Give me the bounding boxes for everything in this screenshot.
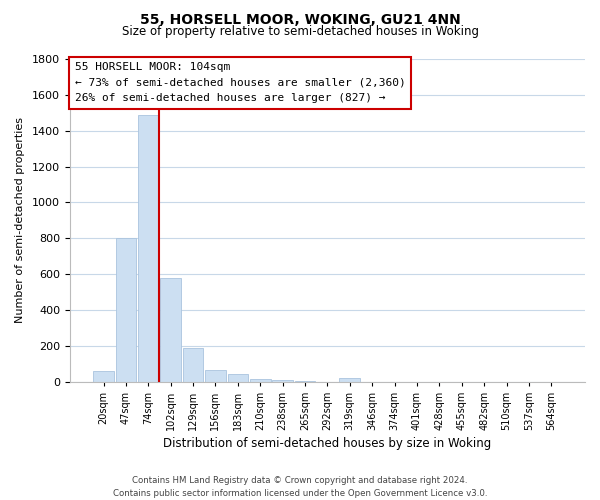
Bar bbox=[138, 114, 158, 382]
Bar bbox=[160, 278, 181, 382]
Text: 55, HORSELL MOOR, WOKING, GU21 4NN: 55, HORSELL MOOR, WOKING, GU21 4NN bbox=[140, 12, 460, 26]
Text: Contains HM Land Registry data © Crown copyright and database right 2024.
Contai: Contains HM Land Registry data © Crown c… bbox=[113, 476, 487, 498]
Bar bbox=[295, 381, 316, 382]
Bar bbox=[227, 374, 248, 382]
Text: 55 HORSELL MOOR: 104sqm
← 73% of semi-detached houses are smaller (2,360)
26% of: 55 HORSELL MOOR: 104sqm ← 73% of semi-de… bbox=[75, 62, 406, 104]
Bar bbox=[340, 378, 360, 382]
X-axis label: Distribution of semi-detached houses by size in Woking: Distribution of semi-detached houses by … bbox=[163, 437, 491, 450]
Bar bbox=[205, 370, 226, 382]
Bar bbox=[272, 380, 293, 382]
Bar bbox=[250, 379, 271, 382]
Y-axis label: Number of semi-detached properties: Number of semi-detached properties bbox=[15, 118, 25, 324]
Bar bbox=[183, 348, 203, 382]
Text: Size of property relative to semi-detached houses in Woking: Size of property relative to semi-detach… bbox=[121, 25, 479, 38]
Bar bbox=[116, 238, 136, 382]
Bar bbox=[93, 371, 114, 382]
